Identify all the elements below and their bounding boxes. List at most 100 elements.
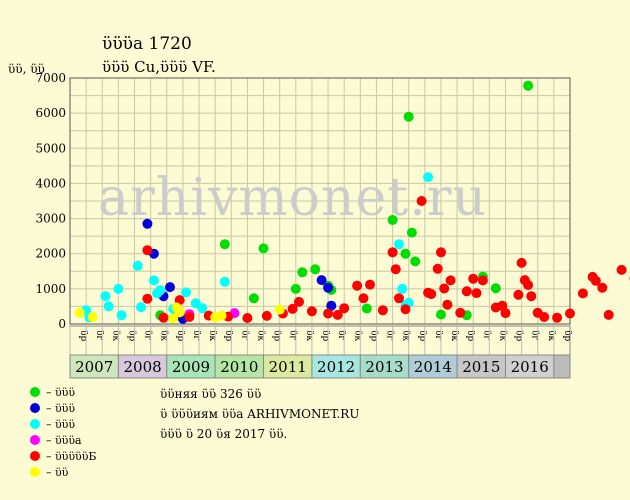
data-point-cyan	[423, 172, 434, 183]
legend-label: – ϋϋϋ	[46, 385, 76, 399]
year-label: 2012	[317, 358, 355, 376]
data-point-red	[577, 288, 588, 299]
legend-label: – ϋϋϋϋϋБ	[46, 449, 97, 463]
legend-swatch	[30, 451, 40, 461]
data-point-green	[406, 227, 417, 238]
data-point-green	[490, 283, 501, 294]
data-point-green	[219, 239, 230, 250]
data-point-cyan	[103, 301, 114, 312]
data-point-cyan	[100, 291, 111, 302]
quarter-label: ϋк	[255, 330, 265, 341]
legend-item: – ϋϋϋ	[30, 416, 97, 432]
data-point-red	[442, 299, 453, 310]
data-point-red	[477, 275, 488, 286]
quarter-label: ϋк	[449, 330, 459, 341]
legend-swatch	[30, 387, 40, 397]
data-point-red	[500, 308, 511, 319]
data-point-red	[455, 307, 466, 318]
year-label: 2013	[365, 358, 403, 376]
quarter-label: ϋг	[530, 330, 540, 340]
data-point-red	[597, 282, 608, 293]
data-point-green	[310, 264, 321, 275]
data-point-red	[513, 289, 524, 300]
data-point-green	[410, 256, 421, 267]
data-point-blue	[326, 300, 337, 311]
data-point-red	[416, 196, 427, 206]
data-point-cyan	[132, 260, 143, 271]
legend-label: – ϋϋ	[46, 465, 69, 479]
y-tick-label: 3000	[35, 212, 66, 226]
data-point-red	[394, 293, 404, 304]
legend-item: – ϋϋ	[30, 464, 97, 480]
y-tick-label: 4000	[35, 176, 66, 190]
data-point-yellow	[216, 310, 227, 321]
quarter-label: ϋр	[368, 330, 378, 341]
quarter-label: ϋр	[562, 330, 572, 341]
data-point-cyan	[155, 285, 166, 296]
data-point-red	[377, 305, 388, 316]
year-label: 2009	[172, 358, 210, 376]
data-point-yellow	[274, 304, 285, 315]
data-point-red	[468, 273, 479, 284]
data-point-yellow	[74, 307, 85, 318]
legend-item: – ϋϋϋϋϋБ	[30, 448, 97, 464]
data-point-red	[616, 264, 627, 275]
data-point-red	[539, 312, 550, 322]
quarter-label: ϋг	[385, 330, 395, 340]
data-point-red	[294, 296, 304, 307]
note-date: ϋϋϋ ϋ 20 ϋя 2017 ϋϋ.	[160, 427, 288, 441]
quarter-label: ϋр	[465, 330, 475, 341]
data-point-blue	[165, 282, 175, 293]
data-point-red	[352, 280, 363, 291]
quarter-label: ϋк	[401, 330, 411, 341]
data-point-blue	[142, 218, 153, 229]
data-point-red	[461, 286, 472, 297]
data-point-cyan	[148, 275, 159, 286]
data-point-green	[361, 303, 372, 314]
data-point-green	[258, 243, 269, 254]
data-point-green	[403, 111, 414, 122]
quarter-label: ϋр	[175, 330, 185, 341]
data-point-red	[387, 247, 398, 258]
data-point-yellow	[174, 307, 185, 318]
quarter-label: ϋр	[320, 330, 330, 341]
y-tick-label: 6000	[35, 106, 66, 120]
chart-title: ϋϋϋа 1720	[102, 34, 192, 54]
data-point-green	[297, 267, 308, 278]
legend-label: – ϋϋϋ	[46, 401, 76, 415]
data-point-red	[436, 247, 446, 258]
data-point-red	[358, 293, 369, 304]
data-point-red	[565, 308, 575, 319]
data-point-cyan	[219, 276, 230, 287]
quarter-label: ϋг	[94, 330, 104, 340]
data-point-blue	[316, 275, 327, 286]
legend-item: – ϋϋϋ	[30, 400, 97, 416]
data-point-green	[248, 293, 259, 304]
data-point-red	[142, 293, 153, 304]
year-label: 2015	[462, 358, 500, 376]
data-point-cyan	[394, 239, 404, 250]
data-point-red	[526, 291, 537, 302]
data-point-red	[306, 306, 317, 317]
quarter-label: ϋк	[497, 330, 507, 341]
legend-label: – ϋϋϋ	[46, 417, 76, 431]
data-point-red	[471, 288, 482, 299]
data-point-red	[142, 245, 153, 256]
year-label: 2011	[269, 358, 307, 376]
data-point-cyan	[397, 283, 408, 294]
data-point-red	[332, 309, 343, 320]
data-point-cyan	[116, 310, 127, 321]
legend-swatch	[30, 435, 40, 445]
data-point-red	[426, 289, 437, 300]
y-tick-label: 0	[58, 317, 66, 331]
quarter-label: ϋр	[272, 330, 282, 341]
quarter-label: ϋр	[417, 330, 427, 341]
legend-item: – ϋϋϋ	[30, 384, 97, 400]
quarter-label: ϋк	[546, 330, 556, 341]
quarter-label: ϋг	[239, 330, 249, 340]
legend-item: – ϋϋϋа	[30, 432, 97, 448]
legend: – ϋϋϋ – ϋϋϋ – ϋϋϋ – ϋϋϋа – ϋϋϋϋϋБ – ϋϋ	[30, 384, 97, 480]
data-point-red	[445, 275, 456, 286]
y-tick-label: 2000	[35, 247, 66, 261]
